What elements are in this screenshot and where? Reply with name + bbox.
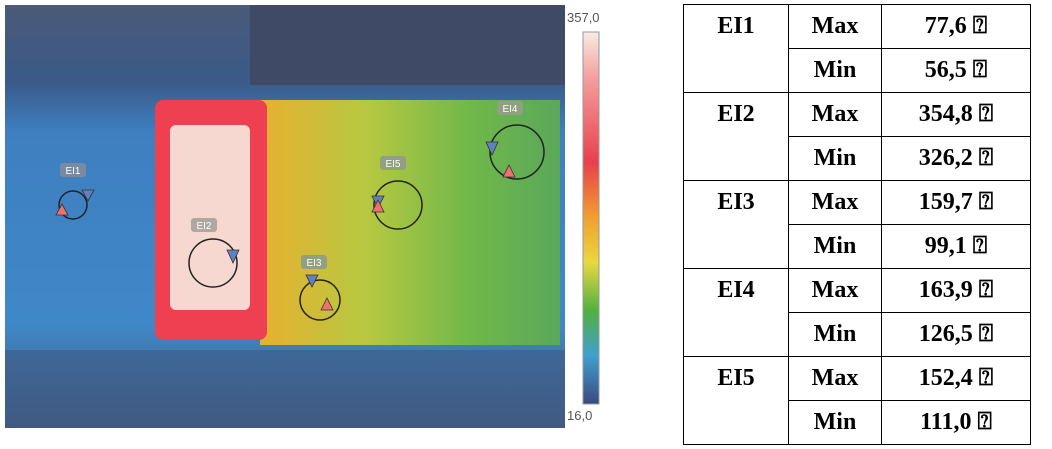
stat-value: 326,2 ⍰ (882, 137, 1031, 181)
marker-label: EI3 (306, 258, 321, 269)
stat-label: Min (789, 49, 882, 93)
stat-label: Max (789, 93, 882, 137)
stat-value: 111,0 ⍰ (882, 401, 1031, 445)
stat-label: Max (789, 5, 882, 49)
region-name: EI1 (684, 5, 789, 49)
color-scale (583, 32, 599, 404)
dark-band (250, 5, 565, 85)
stat-value: 99,1 ⍰ (882, 225, 1031, 269)
stat-value: 56,5 ⍰ (882, 49, 1031, 93)
region-name: EI4 (684, 269, 789, 313)
stat-value: 159,7 ⍰ (882, 181, 1031, 225)
region-name (684, 401, 789, 445)
hottest-region (170, 125, 250, 310)
region-name: EI2 (684, 93, 789, 137)
region-name (684, 225, 789, 269)
stat-value: 354,8 ⍰ (882, 93, 1031, 137)
stat-label: Max (789, 181, 882, 225)
region-name (684, 313, 789, 357)
marker-label: EI4 (502, 104, 517, 115)
warm-region (260, 100, 560, 345)
marker-label: EI2 (196, 221, 211, 232)
stat-value: 126,5 ⍰ (882, 313, 1031, 357)
marker-label: EI5 (385, 159, 400, 170)
scale-min: 16,0 (567, 408, 592, 423)
marker-label: EI1 (65, 166, 80, 177)
stat-label: Max (789, 357, 882, 401)
stat-label: Min (789, 313, 882, 357)
stat-label: Min (789, 401, 882, 445)
region-name: EI3 (684, 181, 789, 225)
region-name: EI5 (684, 357, 789, 401)
stat-value: 163,9 ⍰ (882, 269, 1031, 313)
stat-value: 77,6 ⍰ (882, 5, 1031, 49)
stat-label: Min (789, 137, 882, 181)
region-name (684, 137, 789, 181)
thermal-image: 357,0 16,0 EI1 EI2 EI3 EI4 EI5 (0, 0, 680, 449)
scale-max: 357,0 (567, 10, 600, 25)
stat-label: Max (789, 269, 882, 313)
page: 357,0 16,0 EI1 EI2 EI3 EI4 EI5 EI1Max77,… (0, 0, 1052, 449)
stat-value: 152,4 ⍰ (882, 357, 1031, 401)
region-name (684, 49, 789, 93)
stat-label: Min (789, 225, 882, 269)
bottom-band (5, 350, 565, 428)
